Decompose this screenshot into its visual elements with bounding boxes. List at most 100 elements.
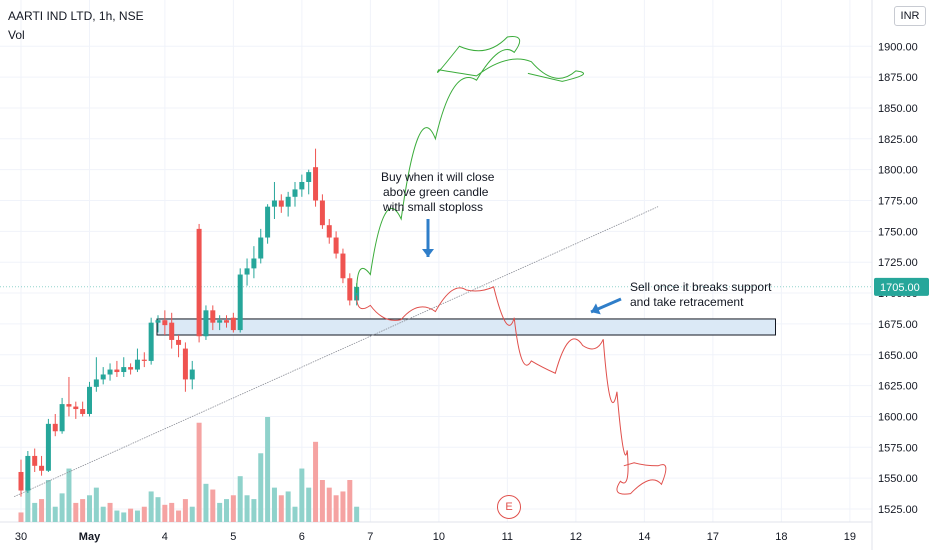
time-tick-label: 5 bbox=[230, 531, 236, 543]
candle-body bbox=[18, 471, 24, 491]
candle-body bbox=[32, 455, 38, 466]
candle-body bbox=[278, 200, 284, 207]
volume-bar bbox=[80, 499, 86, 522]
volume-bar bbox=[73, 502, 79, 522]
volume-bar bbox=[306, 487, 312, 522]
volume-bar bbox=[148, 491, 154, 522]
buy-note: Buy when it will close above green candl… bbox=[381, 170, 494, 215]
volume-bar bbox=[326, 487, 332, 522]
time-tick-label: 17 bbox=[707, 531, 719, 543]
candle-body bbox=[271, 200, 277, 207]
candle-body bbox=[141, 359, 147, 361]
time-tick-label: 10 bbox=[433, 531, 445, 543]
candle-body bbox=[155, 320, 161, 323]
volume-bar bbox=[107, 502, 113, 522]
volume-bar bbox=[134, 510, 140, 522]
time-tick-label: 12 bbox=[570, 531, 582, 543]
price-tick-label: 1800.00 bbox=[878, 165, 918, 177]
candle-body bbox=[87, 386, 92, 414]
candle-body bbox=[25, 455, 31, 491]
volume-bar bbox=[313, 441, 319, 522]
volume-bar bbox=[121, 512, 127, 522]
volume-bar bbox=[203, 483, 209, 522]
sell-note-line-2: and take retracement bbox=[630, 295, 744, 309]
volume-bar bbox=[210, 489, 216, 522]
time-tick-label: 4 bbox=[162, 531, 168, 543]
volume-bar bbox=[340, 491, 346, 522]
candle-body bbox=[292, 189, 298, 197]
price-tick-label: 1875.00 bbox=[878, 72, 918, 84]
candle-body bbox=[93, 379, 99, 387]
volume-bar bbox=[141, 506, 147, 522]
volume-bar bbox=[100, 506, 106, 522]
candle-body bbox=[196, 228, 202, 337]
volume-bar bbox=[93, 487, 99, 522]
candle-body bbox=[333, 237, 339, 254]
volume-bar bbox=[292, 506, 298, 522]
trendline bbox=[13, 206, 659, 498]
candle-body bbox=[176, 339, 182, 345]
bullish-projection-path bbox=[356, 36, 585, 294]
currency-button[interactable]: INR bbox=[894, 6, 926, 26]
price-tick-label: 1600.00 bbox=[878, 411, 918, 423]
candle-body bbox=[203, 310, 209, 337]
buy-arrow-icon-head bbox=[422, 249, 434, 257]
candle-body bbox=[313, 167, 319, 201]
price-tick-label: 1900.00 bbox=[878, 41, 918, 53]
price-tick-label: 1675.00 bbox=[878, 319, 918, 331]
volume-bar bbox=[155, 497, 161, 522]
price-tick-label: 1850.00 bbox=[878, 103, 918, 115]
earnings-marker-icon[interactable]: E bbox=[497, 495, 521, 519]
price-tick-label: 1525.00 bbox=[878, 504, 918, 516]
volume-bar bbox=[32, 502, 38, 522]
buy-note-line-2: above green candle bbox=[383, 185, 489, 199]
volume-bar bbox=[244, 495, 250, 522]
candle-body bbox=[148, 322, 154, 361]
volume-bar bbox=[299, 468, 305, 522]
candle-body bbox=[306, 172, 312, 182]
volume-bar bbox=[265, 417, 271, 522]
volume-bar bbox=[230, 495, 236, 522]
sell-note: Sell once it breaks support and take ret… bbox=[630, 280, 771, 310]
time-tick-label: 30 bbox=[15, 531, 27, 543]
candle-body bbox=[319, 200, 325, 226]
sell-note-line-1: Sell once it breaks support bbox=[630, 280, 772, 294]
volume-indicator-label[interactable]: Vol bbox=[8, 28, 25, 42]
candle-body bbox=[59, 404, 65, 432]
buy-note-line-1: Buy when it will close bbox=[381, 170, 495, 184]
candle-body bbox=[224, 320, 229, 323]
volume-bar bbox=[285, 491, 291, 522]
volume-bar bbox=[176, 510, 182, 522]
price-tick-label: 1650.00 bbox=[878, 350, 918, 362]
candle-body bbox=[258, 237, 264, 259]
volume-bar bbox=[25, 487, 31, 522]
volume-bar bbox=[347, 480, 353, 522]
candle-body bbox=[237, 274, 243, 331]
candle-body bbox=[340, 253, 346, 279]
last-price-label: 1705.00 bbox=[880, 282, 920, 294]
time-tick-label: 11 bbox=[502, 531, 513, 543]
volume-bar bbox=[114, 510, 120, 522]
time-tick-label: 14 bbox=[638, 531, 650, 543]
volume-bar bbox=[319, 480, 325, 522]
candle-body bbox=[121, 367, 127, 373]
candle-body bbox=[265, 206, 271, 238]
candle-body bbox=[299, 181, 305, 190]
candle-body bbox=[230, 317, 236, 331]
candle-body bbox=[347, 278, 353, 301]
time-tick-label: 19 bbox=[844, 531, 856, 543]
candle-body bbox=[162, 320, 168, 326]
price-tick-label: 1625.00 bbox=[878, 381, 918, 393]
volume-bar bbox=[45, 480, 51, 522]
candle-body bbox=[128, 367, 134, 370]
price-tick-label: 1775.00 bbox=[878, 196, 918, 208]
volume-bar bbox=[251, 499, 257, 522]
candle-body bbox=[134, 359, 140, 370]
support-zone bbox=[156, 318, 776, 336]
candle-body bbox=[182, 348, 188, 380]
last-price-badge bbox=[874, 277, 929, 296]
volume-bar bbox=[66, 468, 72, 522]
candle-body bbox=[107, 369, 113, 375]
